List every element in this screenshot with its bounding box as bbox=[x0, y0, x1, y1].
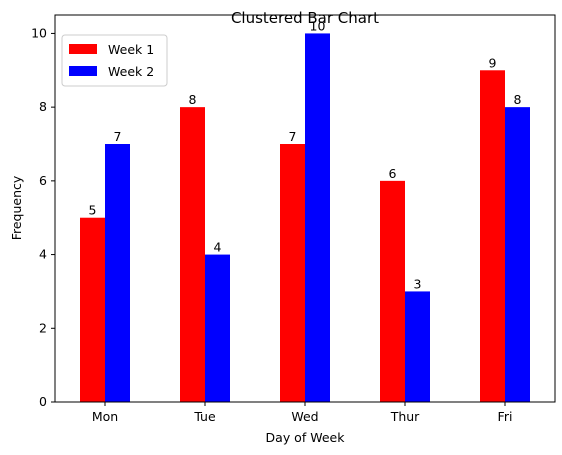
bar-week-1-mon bbox=[80, 218, 105, 402]
legend-label-week-1: Week 1 bbox=[108, 42, 154, 57]
x-axis-ticks: Mon Tue Wed Thur Fri bbox=[92, 402, 513, 424]
y-tick-label: 2 bbox=[39, 320, 47, 335]
bar-value-label: 6 bbox=[389, 166, 397, 181]
y-tick-label: 0 bbox=[39, 394, 47, 409]
bar-value-label: 7 bbox=[289, 129, 297, 144]
legend-label-week-2: Week 2 bbox=[108, 64, 154, 79]
bar-week-1-tue bbox=[180, 107, 205, 402]
bar-week-1-wed bbox=[280, 144, 305, 402]
bar-value-label: 8 bbox=[189, 92, 197, 107]
x-tick-label: Wed bbox=[291, 409, 318, 424]
y-axis-label: Frequency bbox=[9, 175, 24, 240]
bar-week-2-wed bbox=[305, 33, 330, 402]
x-tick-label: Fri bbox=[498, 409, 513, 424]
bar-week-2-mon bbox=[105, 144, 130, 402]
x-tick-label: Thur bbox=[390, 409, 420, 424]
x-tick-label: Mon bbox=[92, 409, 118, 424]
x-tick-label: Tue bbox=[193, 409, 216, 424]
y-tick-label: 10 bbox=[31, 25, 47, 40]
y-tick-label: 6 bbox=[39, 173, 47, 188]
bar-value-label: 3 bbox=[414, 276, 422, 291]
bar-value-label: 8 bbox=[514, 92, 522, 107]
legend: Week 1 Week 2 bbox=[62, 35, 167, 86]
legend-swatch-week-2 bbox=[69, 66, 97, 76]
y-axis-ticks: 0 2 4 6 8 10 bbox=[31, 25, 55, 409]
bar-week-1-fri bbox=[480, 70, 505, 402]
bar-value-label: 7 bbox=[114, 129, 122, 144]
bar-week-2-tue bbox=[205, 255, 230, 402]
bar-value-label: 9 bbox=[489, 55, 497, 70]
bar-week-2-fri bbox=[505, 107, 530, 402]
x-axis-label: Day of Week bbox=[266, 430, 346, 445]
legend-swatch-week-1 bbox=[69, 44, 97, 54]
bar-value-label: 4 bbox=[214, 240, 222, 255]
bar-week-1-thur bbox=[380, 181, 405, 402]
y-tick-label: 8 bbox=[39, 99, 47, 114]
bar-value-label: 10 bbox=[310, 18, 326, 33]
chart-title: Clustered Bar Chart bbox=[231, 9, 379, 27]
bar-value-label: 5 bbox=[89, 203, 97, 218]
bars-group bbox=[80, 33, 530, 402]
y-tick-label: 4 bbox=[39, 247, 47, 262]
bar-week-2-thur bbox=[405, 291, 430, 402]
